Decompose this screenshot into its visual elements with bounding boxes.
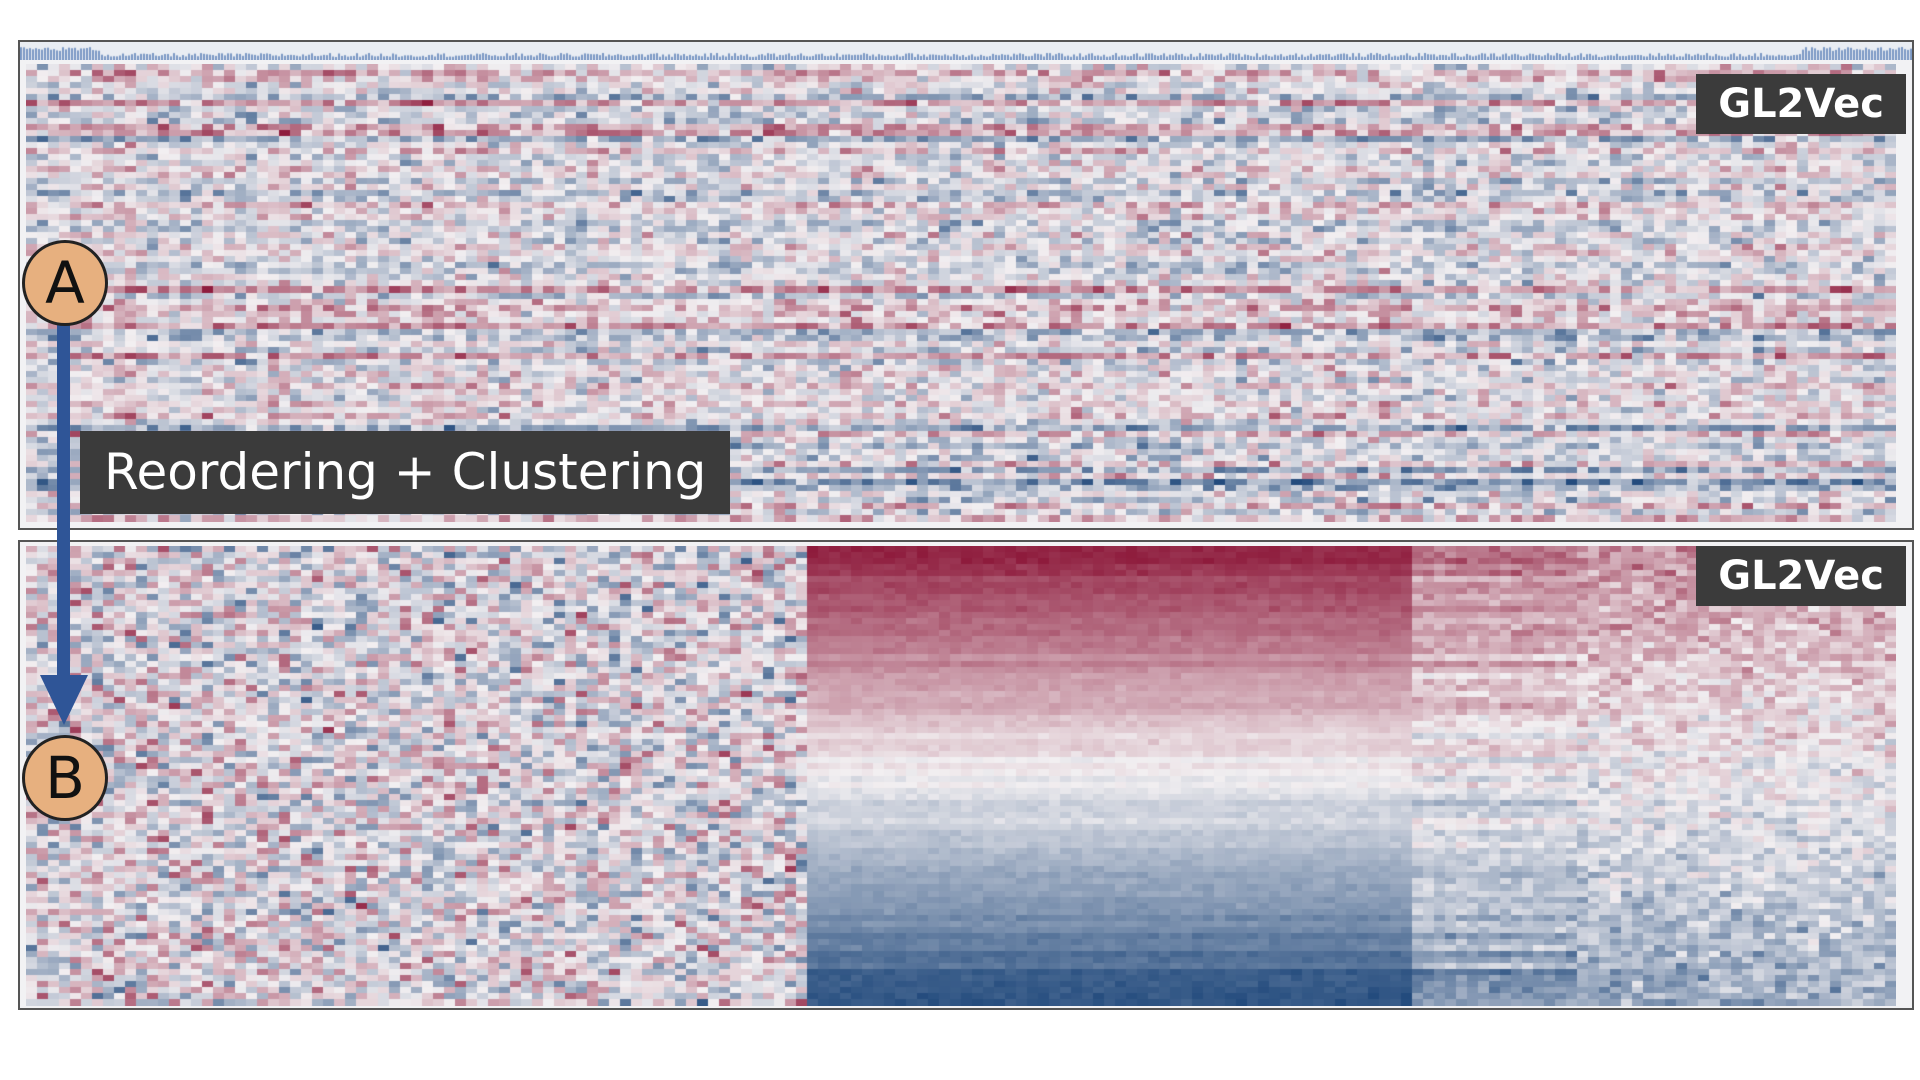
transition-label: Reordering + Clustering — [80, 431, 731, 514]
column-histogram-strip — [20, 42, 1912, 60]
method-badge: GL2Vec — [1696, 74, 1906, 134]
heatmap-panel-after: GL2Vec — [18, 540, 1914, 1010]
step-marker-b: B — [22, 735, 108, 821]
method-badge: GL2Vec — [1696, 546, 1906, 606]
heatmap-grid-after[interactable] — [26, 546, 1896, 1006]
step-marker-a: A — [22, 240, 108, 326]
